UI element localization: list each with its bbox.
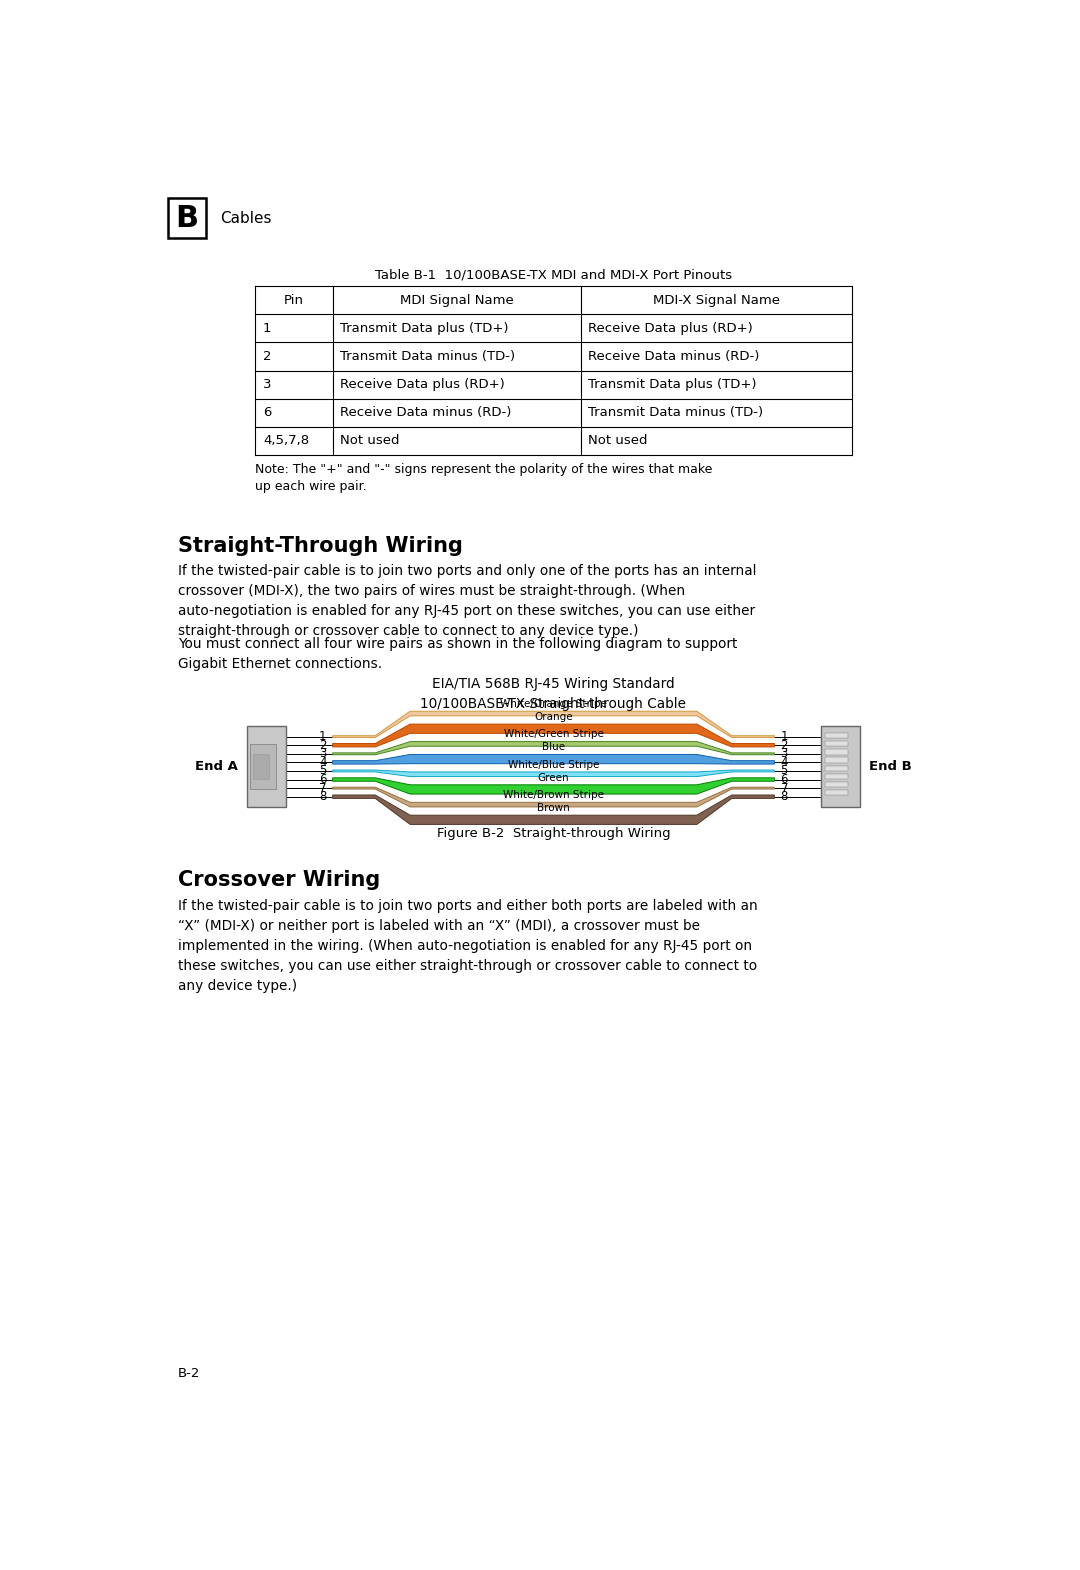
Text: End A: End A (195, 760, 238, 772)
Text: 8: 8 (319, 790, 326, 804)
Text: B-2: B-2 (177, 1367, 200, 1380)
Text: 6: 6 (319, 772, 326, 787)
Text: 1: 1 (781, 730, 788, 743)
Text: Orange: Orange (535, 711, 572, 722)
Text: 4: 4 (319, 755, 326, 769)
FancyBboxPatch shape (247, 725, 286, 807)
Text: Crossover Wiring: Crossover Wiring (177, 870, 380, 890)
Text: Not used: Not used (589, 435, 648, 447)
Text: 6: 6 (262, 407, 271, 419)
Text: Figure B-2  Straight-through Wiring: Figure B-2 Straight-through Wiring (436, 827, 671, 840)
Text: 10/100BASE-TX Straight-through Cable: 10/100BASE-TX Straight-through Cable (420, 697, 687, 711)
Text: Receive Data plus (RD+): Receive Data plus (RD+) (340, 378, 505, 391)
Text: 2: 2 (319, 739, 326, 752)
Text: Brown: Brown (537, 802, 570, 813)
Text: End B: End B (869, 760, 912, 772)
Polygon shape (333, 794, 774, 824)
Polygon shape (333, 777, 774, 794)
Polygon shape (333, 724, 774, 747)
Polygon shape (333, 711, 774, 738)
Text: MDI-X Signal Name: MDI-X Signal Name (652, 294, 780, 306)
FancyBboxPatch shape (825, 766, 848, 771)
Text: Pin: Pin (284, 294, 303, 306)
FancyBboxPatch shape (825, 741, 848, 746)
FancyBboxPatch shape (825, 790, 848, 796)
Text: Straight-Through Wiring: Straight-Through Wiring (177, 537, 462, 556)
Text: Receive Data minus (RD-): Receive Data minus (RD-) (340, 407, 512, 419)
Text: 2: 2 (781, 739, 788, 752)
Polygon shape (333, 769, 774, 777)
FancyBboxPatch shape (821, 725, 860, 807)
FancyBboxPatch shape (253, 754, 269, 779)
FancyBboxPatch shape (167, 198, 206, 239)
Text: Green: Green (538, 772, 569, 782)
Text: Transmit Data plus (TD+): Transmit Data plus (TD+) (589, 378, 757, 391)
Polygon shape (333, 787, 774, 807)
FancyBboxPatch shape (825, 733, 848, 738)
Text: 4,5,7,8: 4,5,7,8 (262, 435, 309, 447)
Text: Note: The "+" and "-" signs represent the polarity of the wires that make
up eac: Note: The "+" and "-" signs represent th… (255, 463, 713, 493)
Text: Transmit Data minus (TD-): Transmit Data minus (TD-) (340, 350, 515, 363)
FancyBboxPatch shape (251, 744, 275, 790)
Text: 4: 4 (781, 755, 788, 769)
Text: If the twisted-pair cable is to join two ports and only one of the ports has an : If the twisted-pair cable is to join two… (177, 564, 756, 639)
Text: Table B-1  10/100BASE-TX MDI and MDI-X Port Pinouts: Table B-1 10/100BASE-TX MDI and MDI-X Po… (375, 268, 732, 281)
FancyBboxPatch shape (825, 757, 848, 763)
Text: You must connect all four wire pairs as shown in the following diagram to suppor: You must connect all four wire pairs as … (177, 636, 737, 670)
FancyBboxPatch shape (825, 749, 848, 755)
FancyBboxPatch shape (825, 774, 848, 779)
Text: 7: 7 (781, 782, 788, 794)
Text: White/Green Stripe: White/Green Stripe (503, 730, 604, 739)
Text: Receive Data minus (RD-): Receive Data minus (RD-) (589, 350, 759, 363)
Text: White/Orange Stripe: White/Orange Stripe (500, 699, 607, 710)
Text: White/Blue Stripe: White/Blue Stripe (508, 760, 599, 769)
Text: 5: 5 (319, 765, 326, 777)
Text: B: B (175, 204, 199, 232)
Text: 8: 8 (781, 790, 788, 804)
Text: White/Brown Stripe: White/Brown Stripe (503, 790, 604, 801)
Text: Transmit Data minus (TD-): Transmit Data minus (TD-) (589, 407, 764, 419)
Polygon shape (333, 741, 774, 755)
Text: 2: 2 (262, 350, 271, 363)
Text: 5: 5 (781, 765, 788, 777)
Text: EIA/TIA 568B RJ-45 Wiring Standard: EIA/TIA 568B RJ-45 Wiring Standard (432, 677, 675, 691)
Text: Cables: Cables (220, 210, 272, 226)
Text: MDI Signal Name: MDI Signal Name (400, 294, 513, 306)
FancyBboxPatch shape (825, 782, 848, 787)
Text: 1: 1 (319, 730, 326, 743)
Text: Receive Data plus (RD+): Receive Data plus (RD+) (589, 322, 753, 334)
Text: If the twisted-pair cable is to join two ports and either both ports are labeled: If the twisted-pair cable is to join two… (177, 900, 757, 994)
Text: 1: 1 (262, 322, 271, 334)
Text: 3: 3 (781, 747, 788, 760)
Polygon shape (333, 755, 774, 765)
Text: Not used: Not used (340, 435, 400, 447)
Text: Blue: Blue (542, 743, 565, 752)
Text: 7: 7 (319, 782, 326, 794)
Text: 6: 6 (781, 772, 788, 787)
Text: 3: 3 (262, 378, 271, 391)
Text: 3: 3 (319, 747, 326, 760)
Text: Transmit Data plus (TD+): Transmit Data plus (TD+) (340, 322, 509, 334)
